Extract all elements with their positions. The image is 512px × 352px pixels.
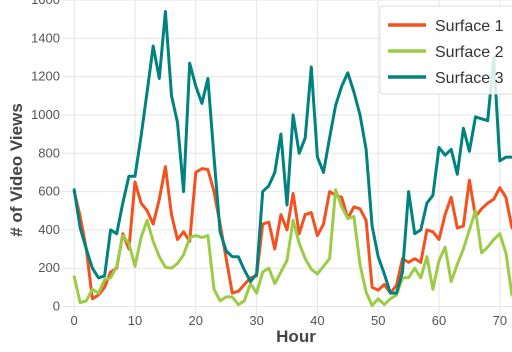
series-lines [72, 10, 512, 307]
legend-box [379, 5, 512, 95]
series-line-3 [72, 10, 512, 295]
series-line-2 [72, 188, 512, 307]
y-tick-label: 400 [38, 222, 60, 237]
x-tick-label: 50 [371, 313, 385, 328]
x-tick-label: 20 [189, 313, 203, 328]
legend: Surface 1 Surface 2 Surface 3 [379, 5, 512, 95]
x-tick-labels: 0 10 20 30 40 50 60 70 [71, 313, 508, 328]
x-axis-title: Hour [276, 327, 316, 346]
legend-label-1: Surface 1 [435, 18, 504, 35]
y-tick-label: 1400 [31, 30, 60, 45]
x-tick-label: 10 [128, 313, 142, 328]
legend-label-3: Surface 3 [435, 70, 504, 87]
x-tick-label: 30 [249, 313, 263, 328]
y-tick-labels: 0 200 400 600 800 1000 1200 1400 1600 [31, 0, 60, 314]
legend-label-2: Surface 2 [435, 44, 504, 61]
x-tick-label: 40 [310, 313, 324, 328]
y-tick-label: 200 [38, 260, 60, 275]
y-tick-label: 800 [38, 145, 60, 160]
y-tick-label: 1200 [31, 69, 60, 84]
x-tick-label: 60 [432, 313, 446, 328]
series-line-1 [72, 165, 512, 301]
y-axis-title: # of Video Views [7, 103, 26, 237]
x-tick-label: 70 [493, 313, 507, 328]
y-tick-label: 1000 [31, 107, 60, 122]
y-tick-label: 1600 [31, 0, 60, 7]
y-tick-label: 600 [38, 184, 60, 199]
x-tick-label: 0 [71, 313, 78, 328]
y-tick-label: 0 [53, 299, 60, 314]
